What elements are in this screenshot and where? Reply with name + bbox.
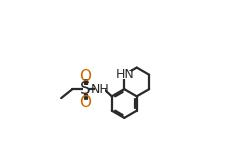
FancyBboxPatch shape [120,71,131,79]
FancyBboxPatch shape [82,85,89,93]
Text: HN: HN [116,68,134,81]
Text: O: O [80,69,92,84]
Text: S: S [80,80,91,98]
FancyBboxPatch shape [95,86,105,93]
Text: O: O [80,95,92,110]
Text: NH: NH [91,83,109,96]
